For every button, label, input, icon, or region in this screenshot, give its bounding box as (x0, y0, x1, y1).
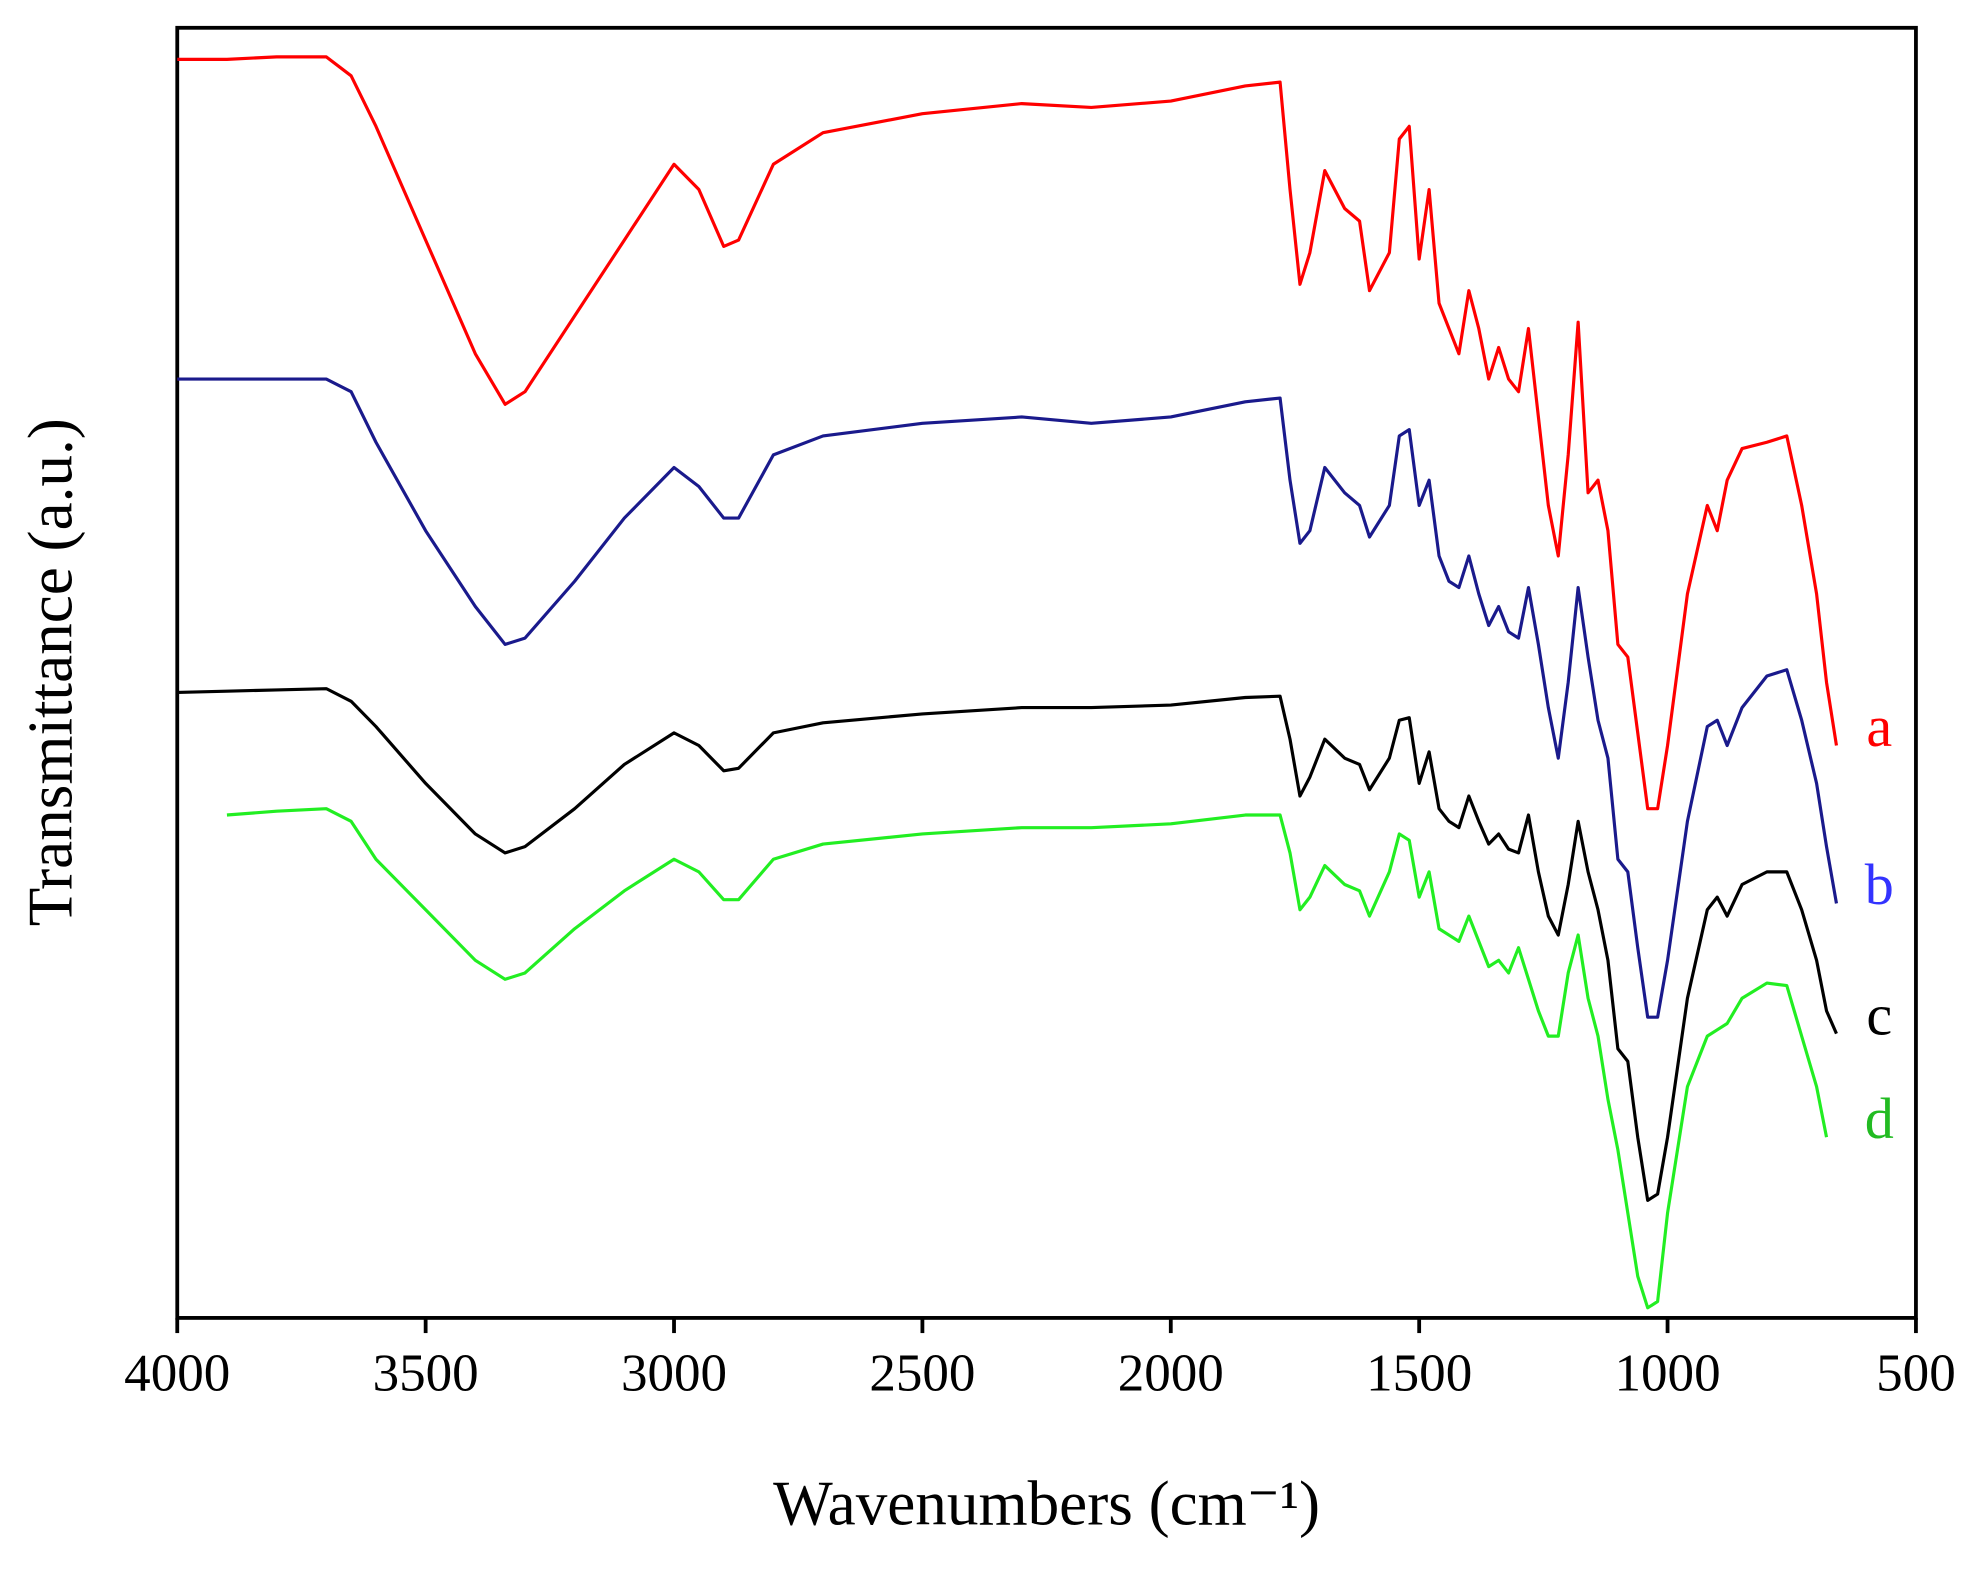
series-label: a (1866, 694, 1892, 759)
series-line (177, 377, 1839, 1019)
series-line (226, 807, 1829, 1310)
plot-frame (175, 25, 1918, 1320)
x-tick-label: 3500 (373, 1345, 479, 1403)
x-tick-label: 1000 (1614, 1345, 1720, 1403)
series-label: d (1865, 1086, 1894, 1151)
series-line (177, 55, 1839, 811)
x-tick-label: 2000 (1118, 1345, 1224, 1403)
series-line (177, 687, 1838, 1202)
y-axis-title: Transmittance (a.u.) (16, 418, 86, 926)
x-tick-label: 3000 (621, 1345, 727, 1403)
x-axis-title: Wavenumbers (cm⁻¹) (773, 1468, 1320, 1538)
x-tick-label: 500 (1876, 1345, 1956, 1403)
series-label: b (1865, 852, 1894, 917)
x-tick-label: 2500 (869, 1345, 975, 1403)
series-label: c (1866, 982, 1892, 1047)
x-tick-label: 4000 (124, 1345, 230, 1403)
x-tick-label: 1500 (1366, 1345, 1472, 1403)
